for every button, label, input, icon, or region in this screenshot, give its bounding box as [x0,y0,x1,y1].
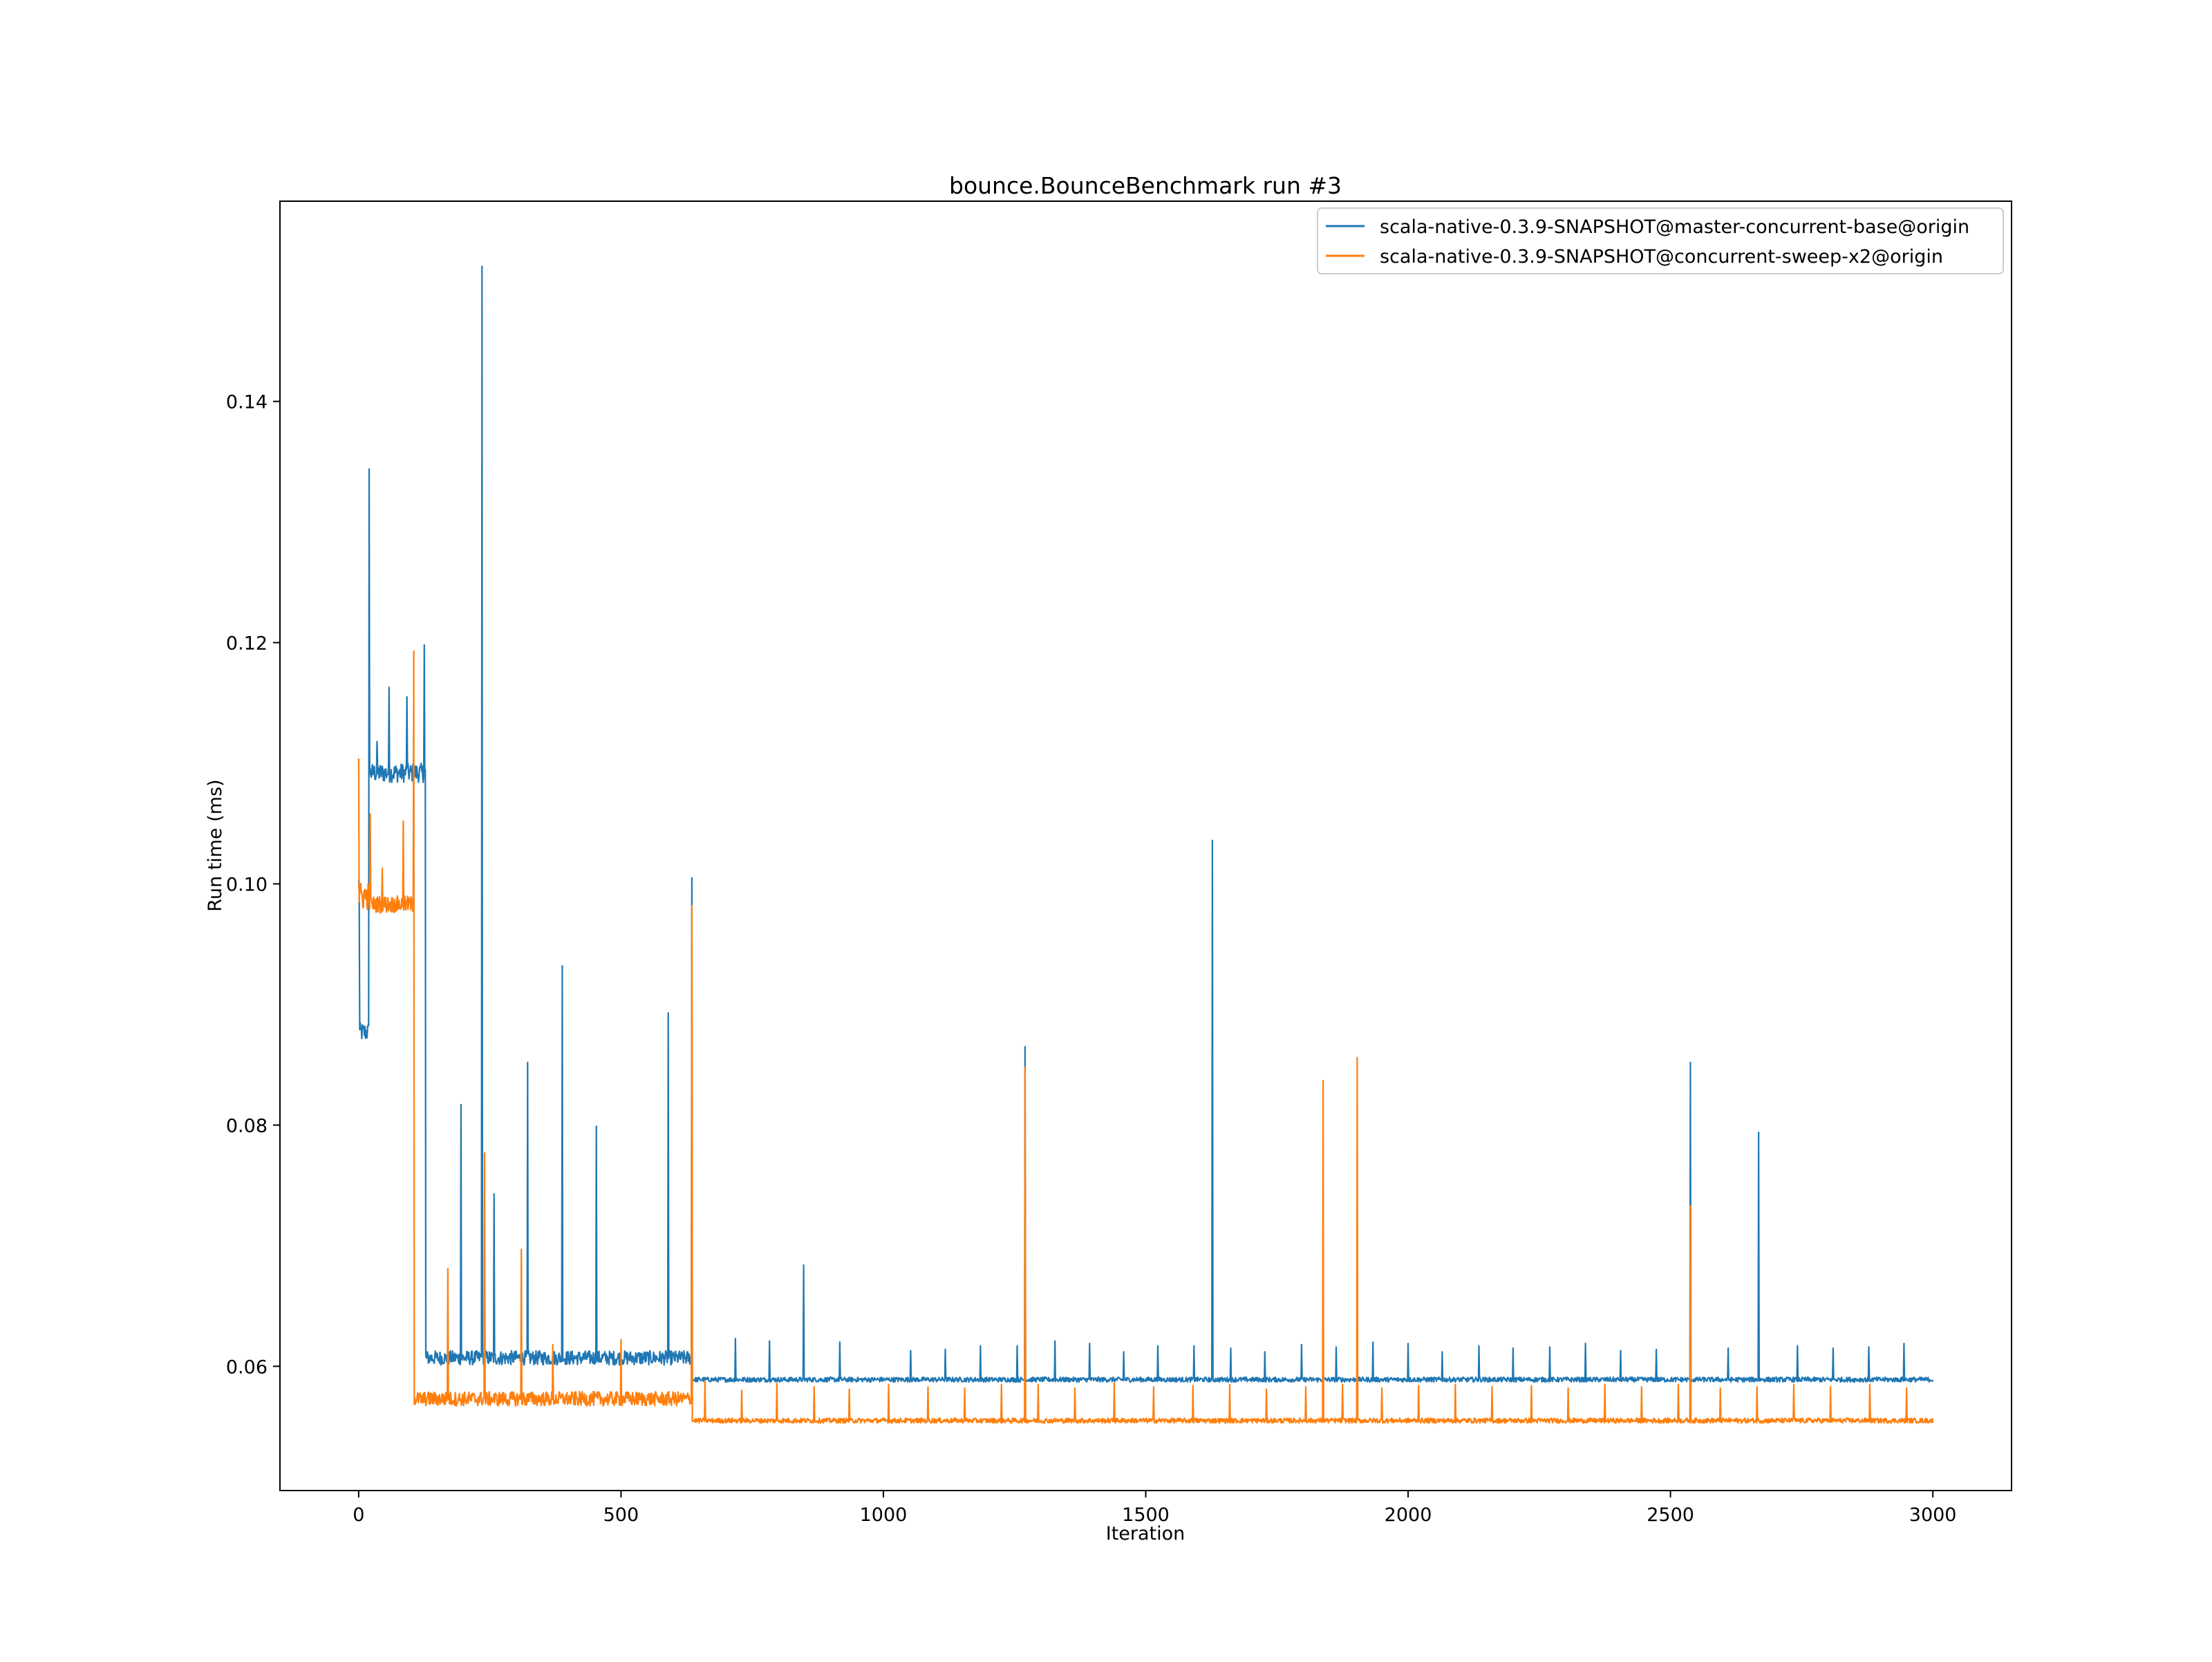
x-tick-label: 500 [603,1504,639,1526]
x-tick-label: 1500 [1122,1504,1170,1526]
y-tick-label: 0.14 [226,392,268,413]
legend-box [1317,207,2004,274]
x-axis-label: Iteration [1106,1523,1185,1544]
series-line-1 [357,650,1934,1424]
y-tick-label: 0.10 [226,874,268,895]
y-axis: 0.06 0.08 0.10 0.12 0.14 [226,392,280,1378]
legend-label-concurrent-sweep-x2: scala-native-0.3.9-SNAPSHOT@concurrent-s… [1380,246,1943,268]
x-tick-label: 2000 [1385,1504,1432,1526]
legend: scala-native-0.3.9-SNAPSHOT@master-concu… [1317,207,2004,274]
y-axis-label: Run time (ms) [205,779,226,911]
series-layer [357,265,1934,1424]
y-tick-label: 0.12 [226,633,268,655]
x-tick-label: 1000 [860,1504,908,1526]
x-tick-label: 2500 [1647,1504,1694,1526]
x-tick-label: 0 [353,1504,364,1526]
chart-title: bounce.BounceBenchmark run #3 [949,172,1342,199]
x-axis: 0 500 1000 1500 2000 2500 3000 [353,1491,1956,1526]
y-tick-label: 0.06 [226,1356,268,1378]
legend-label-master-concurrent-base: scala-native-0.3.9-SNAPSHOT@master-concu… [1380,216,1969,238]
x-tick-label: 3000 [1909,1504,1957,1526]
y-tick-label: 0.08 [226,1115,268,1137]
